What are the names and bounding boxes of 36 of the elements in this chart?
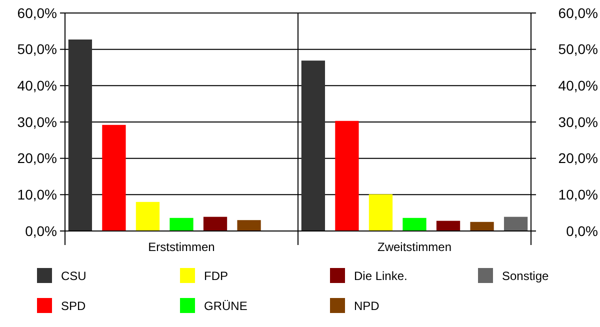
bar [170, 218, 194, 231]
y-tick-label: 10,0% [17, 186, 57, 203]
y2-tick-label: 10,0% [558, 186, 598, 203]
bar [436, 220, 460, 231]
y2-tick-label: 0,0% [566, 222, 598, 239]
y-tick-label: 0,0% [25, 222, 57, 239]
y2-tick-label: 50,0% [558, 41, 598, 58]
legend-label: Sonstige [502, 269, 550, 284]
legend-label: SPD [61, 299, 86, 314]
y2-tick-label: 20,0% [558, 150, 598, 166]
bar [368, 194, 393, 231]
bar [102, 124, 126, 231]
bar [203, 216, 228, 231]
bar [237, 220, 261, 231]
y-tick-label: 40,0% [17, 78, 57, 94]
y2-tick-label: 30,0% [558, 114, 598, 130]
legend-label: GRÜNE [204, 299, 248, 314]
bar [301, 60, 326, 231]
legend-label: FDP [204, 269, 228, 284]
x-tick-label: Zweitstimmen [377, 240, 452, 254]
y-tick-label: 30,0% [17, 114, 57, 130]
bar [136, 202, 160, 231]
y-tick-label: 60,0% [17, 4, 57, 21]
legend-label: CSU [61, 269, 86, 284]
y2-tick-label: 60,0% [558, 4, 598, 21]
bar [504, 216, 528, 231]
bar [470, 222, 494, 231]
x-tick-label: Erststimmen [148, 240, 215, 254]
y-tick-label: 50,0% [17, 41, 57, 58]
y2-tick-label: 40,0% [558, 78, 598, 94]
bar [335, 120, 359, 231]
legend-label: Die Linke. [354, 269, 408, 284]
bar [402, 218, 426, 231]
y-tick-label: 20,0% [17, 150, 57, 166]
legend-label: NPD [354, 299, 380, 314]
bar [68, 40, 92, 231]
